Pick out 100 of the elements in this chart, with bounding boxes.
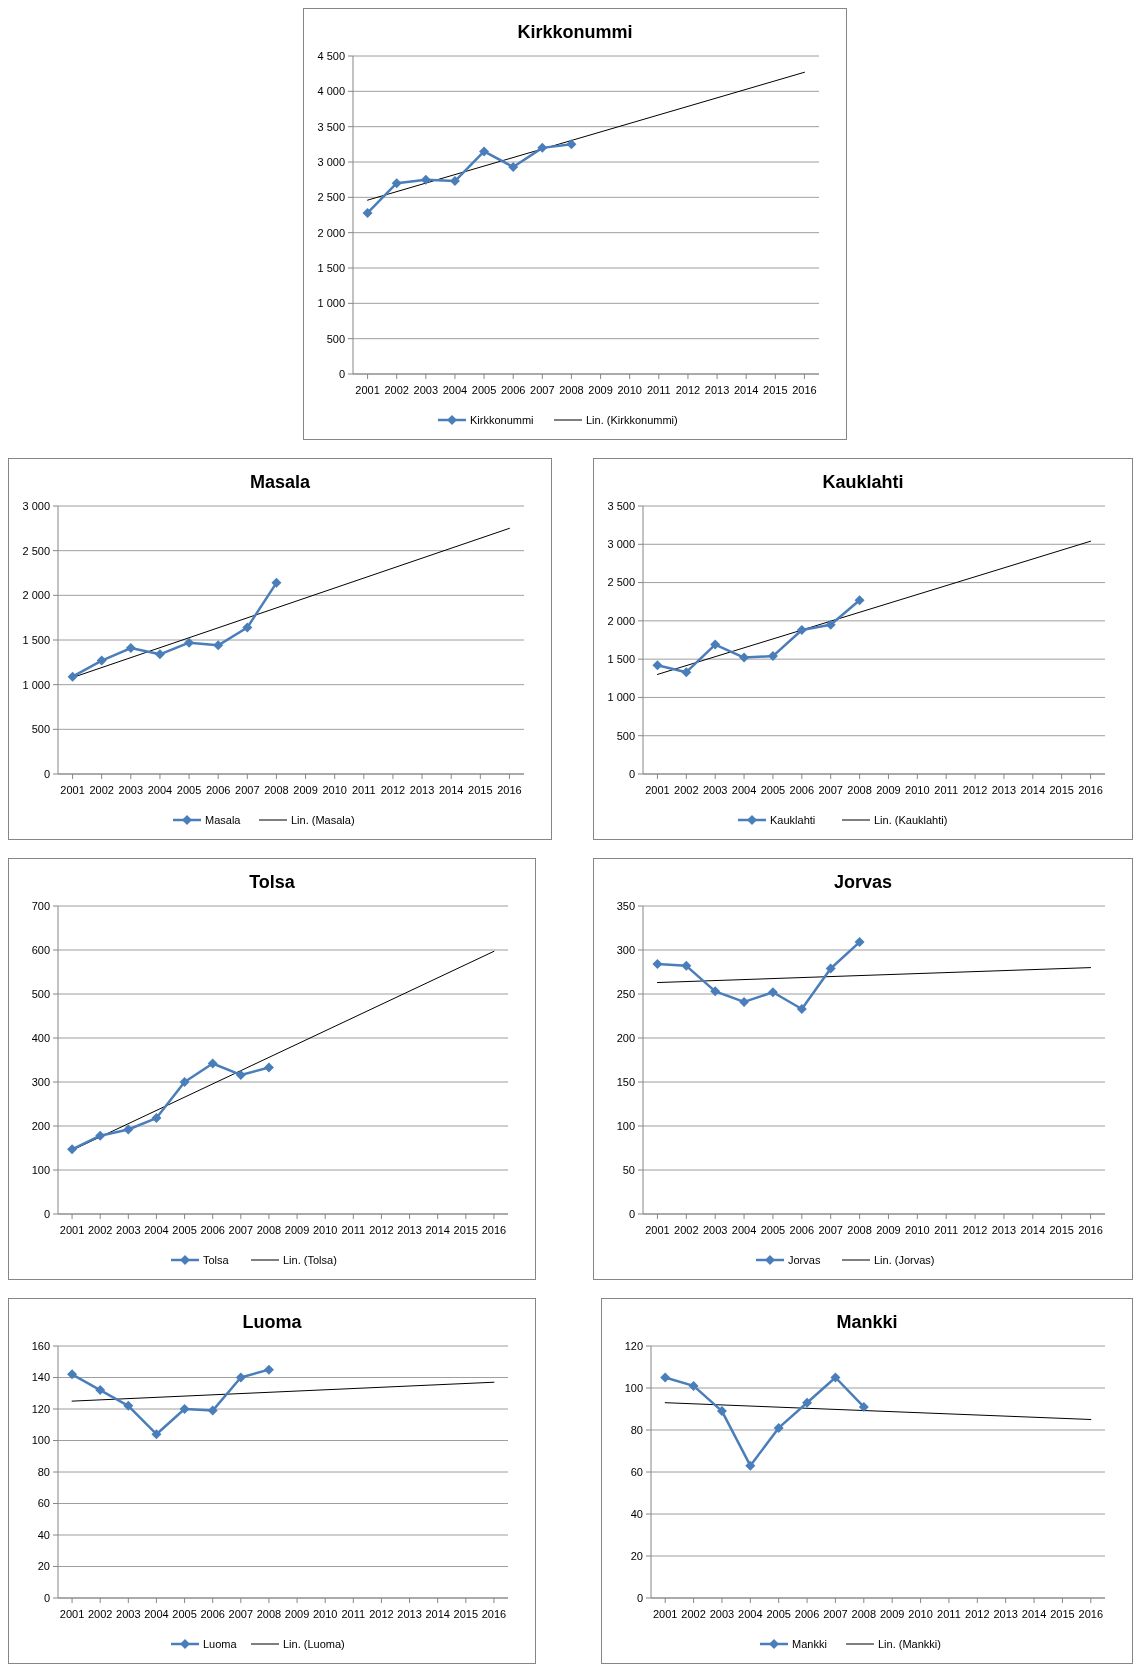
x-tick-label: 2003 — [118, 784, 144, 796]
legend-label: Mankki — [792, 1637, 827, 1650]
point — [796, 625, 807, 636]
y-tick-label: 2 500 — [317, 191, 345, 204]
y-tick-label: 160 — [31, 1339, 50, 1352]
y-tick-label: 20 — [630, 1549, 643, 1562]
y-tick-label: 1 500 — [607, 652, 635, 665]
x-tick-label: 2013 — [409, 784, 435, 796]
point — [184, 637, 195, 648]
x-tick-label: 2006 — [794, 1608, 820, 1620]
y-tick-label: 140 — [31, 1371, 50, 1384]
point — [67, 1144, 78, 1155]
y-tick-label: 120 — [624, 1339, 643, 1352]
legend-label: Lin. (Mankki) — [878, 1637, 941, 1650]
x-tick-label: 2015 — [763, 384, 788, 396]
x-tick-label: 2016 — [792, 384, 817, 396]
x-tick-label: 2013 — [704, 384, 730, 396]
point — [710, 986, 721, 997]
x-tick-label: 2012 — [380, 784, 406, 796]
point — [537, 142, 548, 153]
x-tick-label: 2008 — [847, 1224, 872, 1236]
point — [767, 987, 778, 998]
x-tick-label: 2006 — [200, 1608, 225, 1620]
x-tick-label: 2015 — [453, 1224, 479, 1236]
y-tick-label: 1 500 — [317, 261, 345, 274]
x-tick-label: 2004 — [731, 784, 757, 796]
x-tick-label: 2009 — [293, 784, 318, 796]
point — [242, 622, 253, 633]
x-tick-label: 2001 — [645, 1224, 670, 1236]
y-tick-label: 0 — [628, 767, 635, 780]
point — [710, 639, 721, 650]
x-tick-label: 2007 — [530, 384, 555, 396]
x-tick-label: 2010 — [312, 1224, 338, 1236]
x-tick-label: 2003 — [413, 384, 439, 396]
legend-label: Lin. (Jorvas) — [874, 1253, 935, 1266]
chart-title: Luoma — [242, 1312, 303, 1332]
legend-label: Kirkkonummi — [470, 413, 534, 426]
x-tick-label: 2012 — [962, 784, 988, 796]
x-tick-label: 2005 — [760, 1224, 786, 1236]
point — [479, 146, 490, 157]
y-tick-label: 0 — [338, 367, 345, 380]
y-tick-label: 0 — [43, 1207, 50, 1220]
x-tick-label: 2006 — [789, 784, 815, 796]
x-tick-label: 2004 — [144, 1608, 169, 1620]
point — [796, 1003, 807, 1014]
y-tick-label: 3 500 — [607, 499, 635, 512]
x-tick-label: 2015 — [453, 1608, 479, 1620]
x-tick-label: 2004 — [738, 1608, 763, 1620]
point — [660, 1372, 671, 1383]
x-tick-label: 2006 — [205, 784, 231, 796]
y-tick-label: 80 — [37, 1465, 50, 1478]
point — [362, 207, 373, 218]
x-tick-label: 2011 — [937, 1608, 961, 1620]
x-tick-label: 2010 — [905, 1224, 930, 1236]
y-tick-label: 2 500 — [607, 576, 635, 589]
x-tick-label: 2011 — [934, 784, 959, 796]
x-tick-label: 2004 — [144, 1224, 169, 1236]
x-tick-label: 2009 — [284, 1224, 310, 1236]
y-tick-label: 3 500 — [317, 120, 345, 133]
x-tick-label: 2012 — [675, 384, 701, 396]
point — [207, 1405, 218, 1416]
x-tick-label: 2011 — [341, 1608, 366, 1620]
x-tick-label: 2009 — [876, 1224, 901, 1236]
x-tick-label: 2008 — [559, 384, 584, 396]
point — [688, 1380, 699, 1391]
point — [858, 1401, 869, 1412]
x-tick-label: 2003 — [709, 1608, 735, 1620]
x-tick-label: 2001 — [60, 784, 85, 796]
point — [207, 1058, 218, 1069]
y-tick-label: 100 — [624, 1381, 643, 1394]
x-tick-label: 2016 — [481, 1608, 507, 1620]
point — [235, 1372, 246, 1383]
y-tick-label: 0 — [628, 1207, 635, 1220]
point — [854, 595, 865, 606]
x-tick-label: 2015 — [1050, 1608, 1075, 1620]
x-tick-label: 2005 — [172, 1224, 197, 1236]
point — [96, 655, 107, 666]
point — [420, 174, 431, 185]
legend-label: Kauklahti — [770, 813, 816, 826]
x-tick-label: 2016 — [497, 784, 522, 796]
x-tick-label: 2012 — [965, 1608, 990, 1620]
y-tick-label: 60 — [37, 1497, 50, 1510]
x-tick-label: 2014 — [425, 1224, 450, 1236]
legend-label: Lin. (Kirkkonummi) — [586, 413, 678, 426]
x-tick-label: 2001 — [59, 1224, 85, 1236]
y-tick-label: 600 — [31, 943, 50, 956]
x-tick-label: 2016 — [1078, 784, 1103, 796]
y-tick-label: 0 — [636, 1591, 643, 1604]
y-tick-label: 500 — [31, 723, 50, 736]
x-tick-label: 2005 — [766, 1608, 791, 1620]
x-tick-label: 2008 — [851, 1608, 877, 1620]
x-tick-label: 2014 — [1021, 1608, 1047, 1620]
point — [566, 139, 577, 150]
point — [151, 1113, 162, 1124]
x-tick-label: 2016 — [1078, 1608, 1104, 1620]
x-tick-label: 2011 — [934, 1224, 959, 1236]
x-tick-label: 2007 — [818, 1224, 843, 1236]
x-tick-label: 2009 — [588, 384, 613, 396]
point — [95, 1130, 106, 1141]
x-tick-label: 2002 — [681, 1608, 706, 1620]
